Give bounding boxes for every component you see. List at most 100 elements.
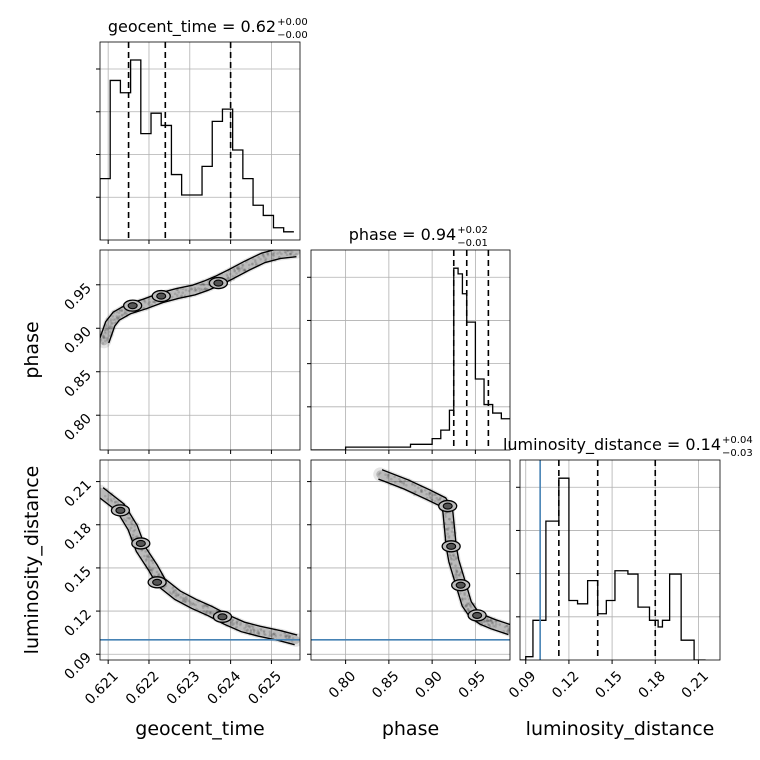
- sample-point: [410, 483, 414, 486]
- sample-point: [110, 322, 113, 326]
- sample-point: [238, 268, 242, 271]
- sample-point: [283, 635, 287, 638]
- sample-point: [143, 300, 147, 304]
- sample-point: [121, 313, 124, 317]
- sample-point: [118, 309, 122, 312]
- sample-point: [150, 569, 154, 572]
- x-tick-label: 0.625: [245, 668, 285, 708]
- sample-point: [494, 620, 498, 624]
- x-tick-label: 0.21: [679, 668, 712, 701]
- sample-point: [103, 328, 107, 332]
- density-layer: [100, 484, 300, 647]
- sample-point: [112, 318, 115, 321]
- sample-point: [488, 619, 491, 622]
- sample-point: [109, 498, 113, 501]
- title-main: luminosity_distance = 0.14: [503, 435, 721, 455]
- density-band-inner: [100, 250, 300, 346]
- sample-point: [246, 628, 249, 631]
- sample-point: [264, 258, 267, 262]
- sample-point: [235, 625, 238, 629]
- sample-point: [201, 282, 204, 286]
- title-minus: −0.00: [277, 30, 308, 41]
- contour-mode-inner: [135, 539, 146, 548]
- axes-frame: [310, 459, 511, 661]
- sample-point: [182, 598, 186, 601]
- sample-point: [109, 330, 112, 334]
- sample-point: [181, 291, 185, 295]
- sample-point: [239, 621, 243, 625]
- sample-point: [197, 287, 200, 290]
- sample-point: [483, 620, 486, 624]
- contour-mode-inner: [213, 279, 224, 287]
- sample-point: [109, 318, 113, 321]
- sample-point: [236, 266, 239, 270]
- histogram-step-line: [100, 59, 294, 240]
- panel-title-geocent_time: geocent_time = 0.62 +0.00 −0.00: [108, 17, 308, 41]
- axes-frame: [519, 459, 721, 661]
- x-tick-label: 0.80: [326, 668, 359, 701]
- x-tick-label: 0.624: [205, 668, 245, 708]
- sample-point: [150, 303, 154, 307]
- x-axis-luminosity_distance: 0.09 0.12 0.15 0.18 0.21 luminosity_distance: [506, 660, 714, 740]
- y-axis-phase: 0.80 0.85 0.90 0.95 phase: [21, 280, 100, 444]
- sample-point: [243, 268, 247, 272]
- sample-point: [455, 568, 458, 572]
- sample-point: [253, 258, 257, 262]
- sample-point: [185, 595, 188, 599]
- sample-point: [273, 633, 277, 636]
- sample-point: [102, 336, 106, 339]
- sample-point: [262, 629, 266, 633]
- contour-line-outer: [100, 250, 277, 340]
- sample-point: [122, 312, 126, 316]
- x-tick-label: 0.623: [164, 668, 204, 708]
- contour-line-outer: [100, 497, 295, 646]
- contour-line-outer: [108, 256, 297, 344]
- sample-point: [228, 272, 232, 276]
- sample-point: [455, 569, 459, 573]
- sample-point: [110, 499, 113, 503]
- sample-point: [128, 517, 132, 520]
- sample-point: [190, 287, 194, 291]
- y-tick-label: 0.95: [61, 280, 94, 313]
- sample-point: [143, 554, 146, 558]
- sample-point: [150, 559, 153, 562]
- sample-point: [105, 328, 108, 331]
- sample-point: [446, 532, 449, 536]
- sample-point: [145, 557, 148, 561]
- density-band-outer: [100, 484, 300, 647]
- sample-point: [251, 625, 255, 628]
- sample-point: [468, 604, 472, 607]
- sample-point: [179, 596, 183, 599]
- sample-point: [205, 611, 208, 614]
- sample-point: [252, 631, 256, 635]
- panel-background: [100, 250, 300, 450]
- sample-point: [512, 630, 515, 633]
- x-tick-label: 0.622: [123, 668, 163, 708]
- sample-point: [291, 637, 295, 640]
- sample-point: [151, 300, 155, 304]
- sample-point: [113, 501, 117, 504]
- sample-point: [289, 250, 292, 252]
- sample-point: [505, 630, 509, 633]
- sample-point: [487, 619, 491, 623]
- sample-point: [248, 626, 252, 629]
- contour-mode-inner: [217, 613, 228, 621]
- sample-point: [289, 252, 293, 256]
- sample-point: [116, 316, 119, 320]
- sample-point: [443, 513, 447, 516]
- sample-point: [157, 572, 161, 576]
- sample-point: [124, 519, 128, 523]
- sample-point: [104, 339, 107, 343]
- y-tick-label: 0.90: [61, 324, 94, 357]
- sample-point: [209, 611, 213, 614]
- sample-point: [423, 488, 427, 492]
- sample-point: [231, 619, 234, 622]
- panel-title-luminosity_distance: luminosity_distance = 0.14 +0.04 −0.03: [503, 435, 753, 459]
- sample-point: [286, 250, 289, 253]
- sample-point: [262, 632, 266, 636]
- sample-point: [489, 618, 493, 622]
- sample-point: [448, 517, 451, 521]
- sample-point: [232, 267, 236, 271]
- sample-point: [486, 619, 489, 622]
- x-axis-geocent_time: 0.621 0.622 0.623 0.624 0.625 geocent_time: [82, 660, 285, 740]
